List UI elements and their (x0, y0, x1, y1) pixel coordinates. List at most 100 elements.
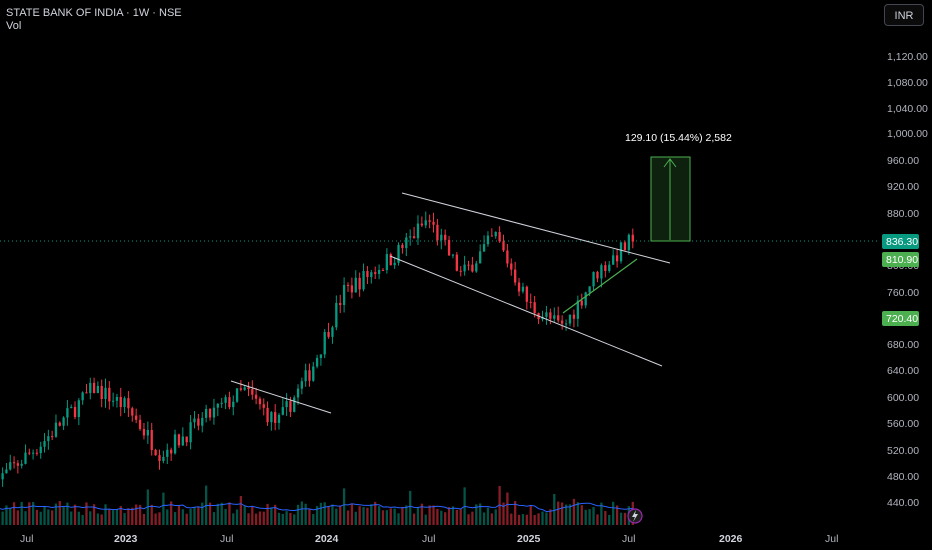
candle-body (475, 263, 478, 272)
time-axis[interactable]: Jul 2023 Jul 2024 Jul 2025 Jul 2026 Jul (20, 533, 838, 545)
volume-bar (409, 490, 412, 525)
candle-body (564, 323, 568, 325)
time-tick: Jul (825, 533, 838, 545)
candle-body (428, 220, 431, 222)
volume-bar (232, 513, 235, 525)
volume-bar (362, 507, 365, 525)
candle-body (146, 429, 149, 436)
volume-bar (592, 506, 595, 525)
trendline-support[interactable] (562, 258, 638, 314)
price-axis[interactable]: 1,120.00 1,080.00 1,040.00 1,000.00 960.… (887, 51, 928, 509)
candle-body (51, 436, 54, 438)
candle-body (412, 236, 416, 239)
candle-body (247, 387, 250, 390)
dividends-lightning-icon[interactable] (627, 508, 643, 524)
price-tick: 960.00 (887, 155, 919, 167)
volume-bar (150, 504, 153, 525)
trendline-channel-upper[interactable] (401, 192, 671, 264)
candle-body (521, 286, 525, 292)
volume-bar (185, 513, 188, 525)
time-tick: Jul (220, 533, 233, 545)
volume-bar (331, 504, 334, 525)
volume-bar (436, 508, 439, 525)
support-price-badge (882, 252, 919, 267)
volume-bar (490, 513, 493, 525)
volume-bar (77, 511, 80, 525)
candle-body (181, 436, 184, 446)
volume-bar (416, 507, 420, 525)
volume-bar (85, 502, 88, 525)
volume-bar (615, 505, 619, 525)
volume-bar (482, 512, 486, 525)
chart-legend[interactable]: STATE BANK OF INDIA · 1W · NSE Vol (6, 7, 182, 33)
candle-body (185, 436, 188, 443)
volume-bar (537, 513, 540, 525)
volume-bar (557, 501, 560, 525)
volume-bar (568, 504, 572, 525)
volume-bar (177, 505, 181, 525)
trendline-channel-lower[interactable] (389, 255, 663, 367)
candle-body (1, 473, 4, 480)
volume-indicator-label[interactable]: Vol (6, 20, 22, 32)
candle-body (358, 277, 361, 290)
support-low-price-badge (882, 311, 919, 326)
symbol-title[interactable]: STATE BANK OF INDIA · 1W · NSE (6, 7, 182, 19)
candle-body (108, 387, 111, 402)
candle-body (173, 434, 177, 454)
volume-bar (514, 501, 517, 525)
candle-body (615, 255, 619, 262)
candle-body (193, 418, 196, 423)
candle-body (258, 398, 262, 405)
price-tick: 1,080.00 (887, 77, 928, 89)
candle-body (189, 422, 192, 443)
candle-body (619, 242, 623, 262)
volume-bar (277, 512, 281, 525)
price-tick: 680.00 (887, 339, 919, 351)
volume-bar (166, 509, 169, 525)
candle-body (600, 265, 603, 279)
candle-body (235, 388, 239, 402)
time-tick: 2023 (114, 533, 138, 545)
price-tick: 1,000.00 (887, 128, 928, 140)
volume-bar (608, 514, 611, 525)
volume-bar (580, 505, 583, 525)
volume-bar (451, 506, 455, 525)
candle-body (479, 251, 482, 264)
candle-body (482, 244, 486, 252)
candle-body (28, 452, 31, 454)
time-tick: 2025 (517, 533, 541, 545)
candle-body (73, 407, 77, 418)
time-tick: Jul (622, 533, 635, 545)
candle-body (58, 422, 61, 426)
candle-body (370, 272, 373, 278)
volume-bar (154, 513, 157, 525)
price-tick: 1,040.00 (887, 103, 928, 115)
trendline-2023-resistance[interactable] (230, 380, 332, 414)
volume-bar (444, 512, 447, 525)
candle-body (296, 388, 300, 398)
volume-bar (350, 503, 354, 525)
candle-body (262, 404, 265, 408)
candle-body (514, 269, 517, 283)
candle-body (232, 401, 235, 408)
price-tick: 760.00 (887, 287, 919, 299)
candle-body (506, 250, 509, 264)
price-tick: 1,120.00 (887, 51, 928, 63)
volume-bar (541, 511, 544, 525)
candle-body (220, 402, 223, 404)
volume-bar (393, 508, 396, 525)
candle-body (62, 417, 65, 426)
volume-bar (358, 506, 361, 525)
candle-body (588, 286, 591, 293)
candle-body (385, 254, 389, 271)
candle-body (397, 244, 400, 263)
candle-body (47, 436, 50, 442)
currency-button[interactable]: INR (884, 4, 924, 26)
volume-bar (1, 511, 4, 525)
volume-bar (377, 506, 381, 525)
candle-body (208, 408, 212, 418)
price-tick: 880.00 (887, 208, 919, 220)
volume-bar (486, 507, 490, 525)
